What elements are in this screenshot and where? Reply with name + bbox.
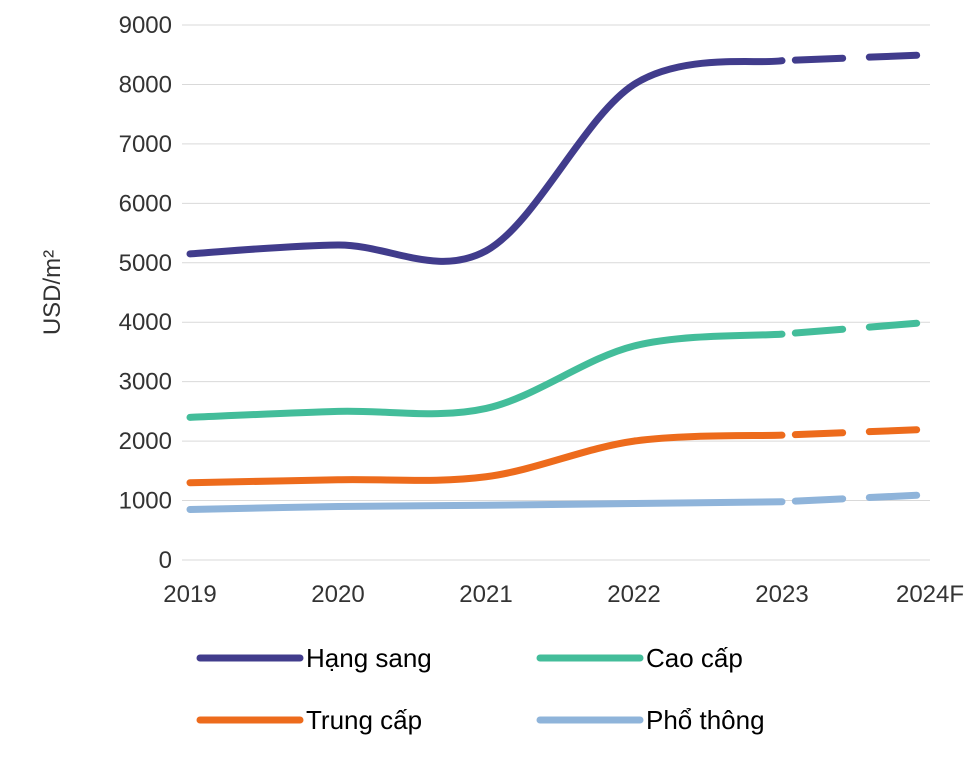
legend-label: Cao cấp xyxy=(646,643,743,673)
y-tick-label: 4000 xyxy=(119,309,172,336)
y-tick-label: 0 xyxy=(159,547,172,574)
x-tick-label: 2021 xyxy=(459,581,512,608)
chart-svg: 0 1000 2000 3000 4000 5000 6000 7000 8000 9000 201… xyxy=(0,0,965,767)
y-axis-label: USD/m² xyxy=(39,250,66,335)
y-tick-label: 7000 xyxy=(119,131,172,158)
series-forecast-dash xyxy=(795,499,842,501)
series-line xyxy=(190,502,782,510)
series-forecast-dash xyxy=(795,329,842,333)
y-tick-label: 9000 xyxy=(119,12,172,39)
price-chart: 0 1000 2000 3000 4000 5000 6000 7000 8000 9000 201… xyxy=(0,0,965,767)
x-tick-label: 2020 xyxy=(311,581,364,608)
series-forecast-dash xyxy=(795,58,842,60)
legend-label: Trung cấp xyxy=(306,705,422,735)
series-line xyxy=(190,435,782,483)
y-tick-label: 8000 xyxy=(119,71,172,98)
y-tick-label: 1000 xyxy=(119,488,172,515)
series-forecast-dash xyxy=(795,433,842,435)
x-tick-label: 2024F xyxy=(896,581,964,608)
series-forecast-dash xyxy=(869,323,916,327)
x-tick-label: 2019 xyxy=(163,581,216,608)
series-forecast-dash xyxy=(869,430,916,432)
y-tick-label: 5000 xyxy=(119,250,172,277)
x-tick-label: 2022 xyxy=(607,581,660,608)
x-tick-label: 2023 xyxy=(755,581,808,608)
legend-label: Phổ thông xyxy=(646,705,765,735)
y-tick-label: 3000 xyxy=(119,369,172,396)
series-line xyxy=(190,334,782,417)
series-line xyxy=(190,61,782,262)
y-tick-label: 2000 xyxy=(119,428,172,455)
series-forecast-dash xyxy=(869,495,916,497)
y-tick-label: 6000 xyxy=(119,190,172,217)
series-forecast-dash xyxy=(869,55,916,57)
legend-label: Hạng sang xyxy=(306,643,432,673)
